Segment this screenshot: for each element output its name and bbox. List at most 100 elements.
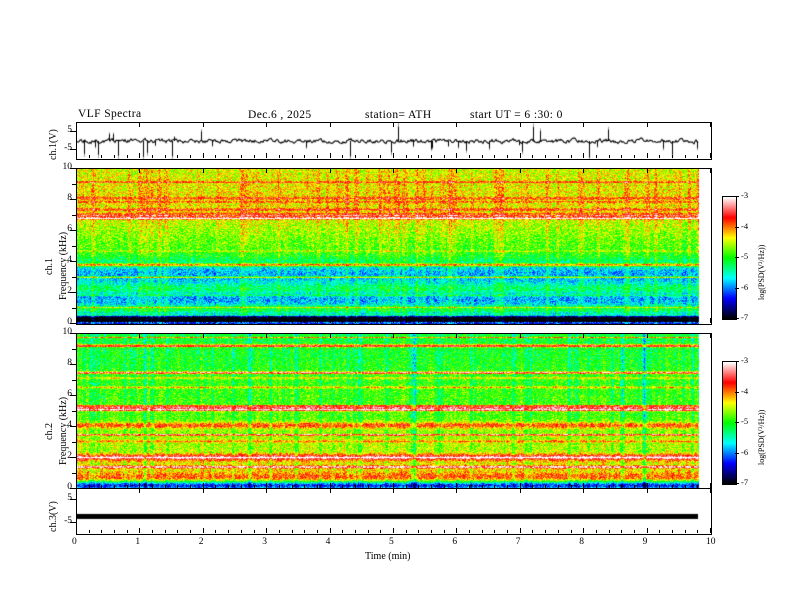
x-axis-minor-tick [342,155,343,158]
x-axis-minor-tick [254,485,255,488]
x-axis-tick [76,168,77,173]
colorbar-tick [735,361,739,362]
x-axis-minor-tick [89,320,90,323]
x-axis-tick [139,483,140,488]
x-axis-tick [139,333,140,338]
x-axis-tick [139,528,140,533]
x-axis-minor-tick [545,320,546,323]
x-axis-minor-tick [571,530,572,533]
x-axis-minor-tick [114,485,115,488]
x-axis-tick [710,318,711,323]
x-axis-minor-tick [507,485,508,488]
x-axis-label: Time (min) [365,551,411,562]
x-axis-minor-tick [228,485,229,488]
y-axis-tick [72,215,76,216]
x-axis-tick [520,528,521,533]
x-axis-tick [330,483,331,488]
x-axis-tick [139,168,140,173]
y-axis-tick [72,184,76,185]
x-axis-tick [583,168,584,173]
x-axis-minor-tick [304,485,305,488]
x-axis-minor-tick [507,320,508,323]
x-axis-tick [76,122,77,127]
x-axis-minor-tick [697,320,698,323]
panel-ch3-waveform [76,488,712,535]
x-axis-minor-tick [406,530,407,533]
x-axis-minor-tick [558,485,559,488]
colorbar-tick [735,257,739,258]
y-axis-tick [70,488,76,489]
y-axis-tick [72,473,76,474]
x-axis-minor-tick [659,530,660,533]
x-axis-minor-tick [659,485,660,488]
colorbar-ch1-label: log(PSD(V²/Hz)) [757,244,766,300]
x-axis-minor-tick [444,530,445,533]
x-axis-minor-tick [672,530,673,533]
x-axis-tick [139,488,140,493]
colorbar-tick-label: -7 [741,312,749,322]
colorbar-tick-label: -5 [741,251,749,261]
colorbar-tick [735,422,739,423]
x-axis-minor-tick [494,530,495,533]
x-axis-tick [583,153,584,158]
x-axis-minor-tick [114,320,115,323]
y-axis-tick-label: 6 [67,224,72,234]
x-axis-tick [710,122,711,127]
x-axis-minor-tick [482,155,483,158]
start-ut-label: start UT = 6 :30: 0 [470,109,563,121]
x-axis-minor-tick [697,530,698,533]
y-axis-tick [72,308,76,309]
x-axis-minor-tick [659,155,660,158]
x-axis-tick [647,122,648,127]
y-axis-tick-label: 0 [67,317,72,327]
x-axis-minor-tick [190,530,191,533]
x-axis-minor-tick [418,320,419,323]
x-axis-minor-tick [152,530,153,533]
x-axis-minor-tick [596,155,597,158]
x-axis-tick [710,528,711,533]
x-axis-tick [330,333,331,338]
x-axis-minor-tick [127,320,128,323]
x-axis-tick [393,528,394,533]
colorbar-tick [735,453,739,454]
x-axis-tick [647,483,648,488]
colorbar-ch1 [722,196,737,320]
x-axis-minor-tick [697,155,698,158]
x-axis-minor-tick [609,320,610,323]
x-axis-tick [76,318,77,323]
x-axis-minor-tick [355,530,356,533]
y-axis-tick-label: 8 [67,358,72,368]
x-axis-minor-tick [444,155,445,158]
colorbar-tick [735,483,739,484]
x-axis-tick [456,333,457,338]
x-axis-minor-tick [215,485,216,488]
x-axis-minor-tick [368,485,369,488]
x-axis-minor-tick [507,530,508,533]
x-axis-minor-tick [228,530,229,533]
x-axis-minor-tick [101,155,102,158]
x-axis-minor-tick [304,155,305,158]
x-axis-tick [76,488,77,493]
x-axis-minor-tick [596,485,597,488]
y-axis-tick [72,246,76,247]
x-axis-tick [647,318,648,323]
x-axis-tick [393,168,394,173]
x-axis-minor-tick [545,155,546,158]
x-axis-minor-tick [368,530,369,533]
x-axis-tick-label: 0 [72,537,77,547]
x-axis-minor-tick [241,485,242,488]
x-axis-minor-tick [685,530,686,533]
x-axis-minor-tick [241,320,242,323]
x-axis-minor-tick [494,485,495,488]
x-axis-minor-tick [317,155,318,158]
ch2-spectrogram-channel-label: ch.2 [44,423,55,440]
x-axis-minor-tick [355,155,356,158]
x-axis-minor-tick [368,320,369,323]
colorbar-tick [735,288,739,289]
x-axis-minor-tick [89,155,90,158]
x-axis-minor-tick [254,155,255,158]
x-axis-tick [393,153,394,158]
x-axis-minor-tick [469,485,470,488]
y-axis-tick [70,199,76,200]
